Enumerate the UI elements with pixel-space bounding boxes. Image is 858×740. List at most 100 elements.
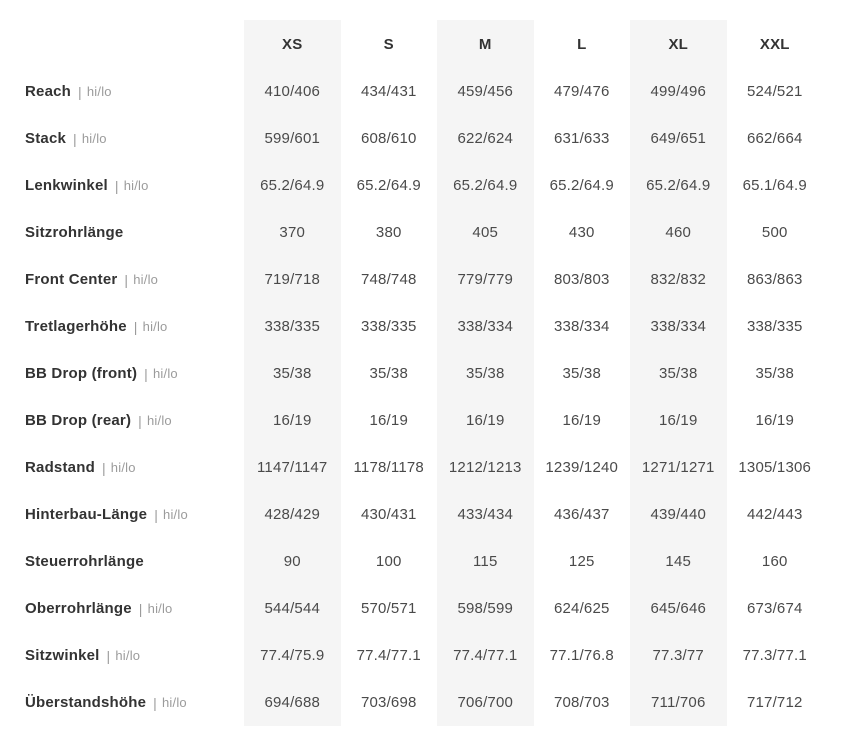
row-label-text: Front Center	[25, 271, 118, 288]
table-row-bb-drop-rear: BB Drop (rear) | hi/lo 16/19 16/19 16/19 1…	[0, 397, 823, 444]
row-label: Tretlagerhöhe | hi/lo	[0, 303, 244, 350]
cell-value: 160	[761, 553, 788, 570]
label-separator: |	[114, 177, 119, 194]
cell-value: 649/651	[630, 115, 727, 162]
cell-value: 65.2/64.9	[630, 162, 727, 209]
table-row-sitzwinkel: Sitzwinkel | hi/lo 77.4/75.9 77.4/77.1 77.…	[0, 632, 823, 679]
cell-value: 338/334	[553, 318, 610, 335]
cell-value: 338/335	[360, 318, 417, 335]
cell-value: 622/624	[437, 115, 534, 162]
row-label-text: Oberrohrlänge	[25, 600, 132, 617]
cell-value: 65.2/64.9	[549, 177, 614, 194]
cell-value: 77.4/77.1	[437, 632, 534, 679]
cell-value: 145	[630, 538, 727, 585]
size-column-header-l: L	[577, 35, 587, 53]
table-row-ueberstandshoehe: Überstandshöhe | hi/lo 694/688 703/698 706…	[0, 679, 823, 726]
size-column-header-m: M	[437, 20, 534, 68]
cell-value: 544/544	[244, 585, 341, 632]
cell-value: 338/334	[437, 303, 534, 350]
cell-value: 428/429	[244, 491, 341, 538]
cell-value: 16/19	[437, 397, 534, 444]
row-label-text: Überstandshöhe	[25, 694, 147, 711]
table-row-lenkwinkel: Lenkwinkel | hi/lo 65.2/64.9 65.2/64.9 65.…	[0, 162, 823, 209]
row-label-text: Hinterbau-Länge	[25, 506, 148, 523]
table-row-front-center: Front Center | hi/lo 719/718 748/748 779/7…	[0, 256, 823, 303]
cell-value: 524/521	[746, 83, 803, 100]
cell-value: 711/706	[630, 679, 727, 726]
table-row-hinterbau-laenge: Hinterbau-Länge | hi/lo 428/429 430/431 43…	[0, 491, 823, 538]
cell-value: 430	[568, 224, 595, 241]
cell-value: 803/803	[553, 271, 610, 288]
cell-value: 338/335	[244, 303, 341, 350]
cell-value: 779/779	[437, 256, 534, 303]
label-separator: |	[101, 459, 106, 476]
cell-value: 1239/1240	[545, 459, 619, 476]
row-label-suffix: hi/lo	[163, 507, 188, 522]
cell-value: 77.4/75.9	[244, 632, 341, 679]
cell-value: 436/437	[553, 506, 610, 523]
row-label-suffix: hi/lo	[115, 648, 141, 663]
label-separator: |	[78, 83, 82, 100]
row-label-suffix: hi/lo	[81, 131, 107, 146]
cell-value: 338/335	[746, 318, 803, 335]
cell-value: 65.2/64.9	[356, 177, 421, 194]
cell-value: 16/19	[755, 412, 795, 429]
row-label-text: BB Drop (front)	[25, 365, 138, 382]
table-row-stack: Stack | hi/lo 599/601 608/610 622/624 631/…	[0, 115, 823, 162]
cell-value: 35/38	[244, 350, 341, 397]
cell-value: 598/599	[437, 585, 534, 632]
cell-value: 442/443	[746, 506, 803, 523]
cell-value: 1212/1213	[437, 444, 534, 491]
cell-value: 624/625	[553, 600, 610, 617]
cell-value: 706/700	[437, 679, 534, 726]
table-row-bb-drop-front: BB Drop (front) | hi/lo 35/38 35/38 35/38 …	[0, 350, 823, 397]
cell-value: 115	[437, 538, 534, 585]
cell-value: 430/431	[360, 506, 417, 523]
size-column-header-xxl: XXL	[759, 35, 790, 53]
cell-value: 100	[375, 553, 402, 570]
row-label: Stack | hi/lo	[0, 115, 244, 162]
row-label-text: Steuerrohrlänge	[25, 553, 144, 570]
label-separator: |	[138, 600, 143, 617]
row-label: Sitzwinkel | hi/lo	[0, 632, 244, 679]
cell-value: 77.3/77	[630, 632, 727, 679]
label-separator: |	[153, 694, 157, 711]
cell-value: 35/38	[437, 350, 534, 397]
row-label-text: Radstand	[25, 459, 95, 476]
row-label: Überstandshöhe | hi/lo	[0, 679, 244, 726]
cell-value: 499/496	[630, 68, 727, 115]
cell-value: 410/406	[244, 68, 341, 115]
row-label-suffix: hi/lo	[110, 460, 136, 475]
row-label: BB Drop (front) | hi/lo	[0, 350, 244, 397]
cell-value: 645/646	[630, 585, 727, 632]
row-label: Lenkwinkel | hi/lo	[0, 162, 244, 209]
row-label-suffix: hi/lo	[162, 695, 187, 710]
cell-value: 703/698	[360, 694, 417, 711]
cell-value: 77.4/77.1	[356, 647, 421, 664]
table-header-row: XS S M L XL XXL	[0, 20, 823, 68]
cell-value: 460	[630, 209, 727, 256]
cell-value: 380	[375, 224, 402, 241]
cell-value: 35/38	[562, 365, 602, 382]
cell-value: 1271/1271	[630, 444, 727, 491]
cell-value: 1147/1147	[244, 444, 341, 491]
cell-value: 90	[244, 538, 341, 585]
cell-value: 439/440	[630, 491, 727, 538]
row-label-text: Tretlagerhöhe	[25, 318, 127, 335]
cell-value: 65.2/64.9	[244, 162, 341, 209]
cell-value: 694/688	[244, 679, 341, 726]
cell-value: 65.2/64.9	[437, 162, 534, 209]
row-label-text: Sitzrohrlänge	[25, 224, 124, 241]
cell-value: 434/431	[360, 83, 417, 100]
geometry-table: XS S M L XL XXL Reach | hi/lo 410/406 434/…	[0, 20, 823, 726]
cell-value: 570/571	[360, 600, 417, 617]
cell-value: 1178/1178	[353, 459, 424, 476]
cell-value: 1305/1306	[738, 459, 812, 476]
row-label-suffix: hi/lo	[133, 272, 159, 287]
label-separator: |	[106, 647, 111, 664]
row-label-suffix: hi/lo	[123, 178, 149, 193]
label-separator: |	[133, 318, 138, 335]
row-label-text: BB Drop (rear)	[25, 412, 132, 429]
cell-value: 77.1/76.8	[549, 647, 614, 664]
row-label-suffix: hi/lo	[86, 84, 112, 99]
